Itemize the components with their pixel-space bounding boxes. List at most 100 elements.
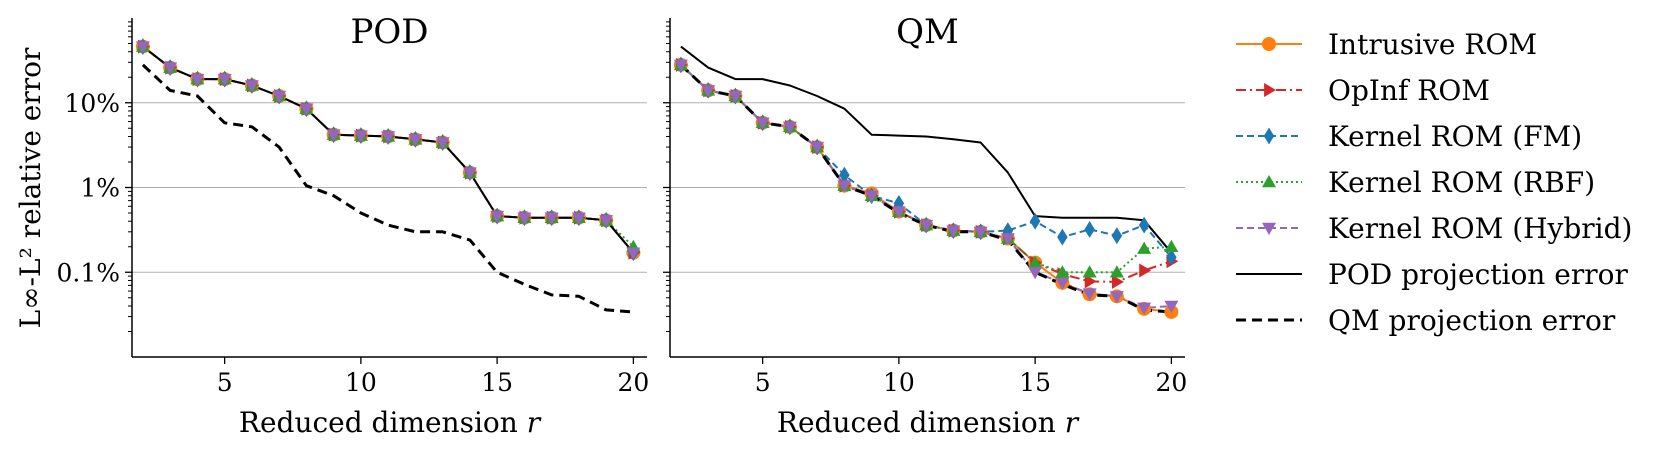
- qm-point-s4-10: [946, 225, 961, 238]
- qm-series-line-4: [680, 64, 1172, 309]
- pod-ytick-label-2: 10%: [64, 89, 120, 118]
- qm-series-line-1: [680, 64, 1172, 283]
- pod-point-s4-9: [381, 131, 396, 144]
- pod-point-s4-14: [517, 212, 532, 225]
- pod-series-line-6: [141, 63, 634, 314]
- legend-entry-4: Kernel ROM (Hybrid): [1236, 212, 1632, 245]
- qm-point-s1-17: [1139, 263, 1152, 278]
- pod-series-line-4: [142, 45, 635, 254]
- qm-point-s4-16: [1109, 291, 1124, 304]
- qm-point-s1-15: [1084, 274, 1097, 289]
- pod-point-s4-7: [326, 129, 341, 142]
- qm-point-s2-18: [1166, 248, 1177, 266]
- pod-series-line-3: [142, 45, 635, 248]
- pod-point-s4-4: [244, 80, 259, 93]
- pod-series-line-5: [142, 45, 635, 254]
- pod-point-s4-8: [353, 130, 368, 143]
- qm-point-s3-14: [1055, 265, 1070, 278]
- pod-point-s4-5: [272, 90, 287, 104]
- legend-label-3: Kernel ROM (RBF): [1328, 166, 1595, 199]
- qm-point-s4-8: [891, 206, 906, 219]
- qm-xtick-label-0: 5: [755, 368, 771, 397]
- qm-point-s2-13: [1029, 212, 1041, 230]
- legend-marker-4: [1262, 222, 1276, 235]
- legend-marker-0: [1262, 37, 1276, 51]
- pod-point-s4-3: [217, 73, 232, 87]
- legend-entry-1: OpInf ROM: [1236, 74, 1490, 107]
- qm-series-line-5: [680, 45, 1173, 254]
- pod-point-s4-18: [626, 247, 641, 260]
- qm-point-s4-14: [1055, 277, 1070, 290]
- pod-point-s4-1: [163, 62, 178, 75]
- qm-point-s4-4: [782, 121, 797, 134]
- qm-point-s4-7: [864, 190, 879, 203]
- pod-series-line-1: [142, 45, 635, 254]
- pod-point-s4-2: [190, 73, 205, 87]
- qm-point-s4-18: [1164, 300, 1179, 313]
- legend-entry-3: Kernel ROM (RBF): [1236, 166, 1595, 199]
- pod-xtick-label-3: 20: [617, 368, 649, 397]
- qm-point-s4-6: [837, 180, 852, 193]
- legend-marker-1: [1264, 83, 1276, 97]
- qm-xtick-label-3: 20: [1155, 368, 1187, 397]
- qm-point-s2-14: [1057, 228, 1068, 246]
- pod-point-s4-12: [462, 167, 477, 180]
- pod-ytick-label-0: 0.1%: [56, 258, 120, 287]
- qm-xtick-label-1: 10: [883, 368, 915, 397]
- legend-label-1: OpInf ROM: [1328, 74, 1490, 107]
- legend-label-0: Intrusive ROM: [1328, 28, 1537, 61]
- qm-point-s4-9: [919, 219, 934, 233]
- qm-point-s2-6: [839, 166, 850, 184]
- pod-point-s4-11: [435, 137, 450, 150]
- pod-point-s4-0: [135, 41, 150, 54]
- panel-qm: 5 10 15 20 Reduced dimension r QM: [663, 12, 1187, 439]
- legend-label-4: Kernel ROM (Hybrid): [1328, 212, 1632, 245]
- pod-point-s4-17: [599, 215, 614, 228]
- qm-point-s4-2: [728, 90, 743, 104]
- pod-panel-title: POD: [350, 12, 428, 52]
- pod-ytick-label-1: 1%: [80, 174, 120, 203]
- qm-point-s3-16: [1109, 265, 1124, 278]
- qm-point-s3-13: [1028, 255, 1043, 268]
- qm-point-s2-17: [1138, 216, 1150, 234]
- pod-series-line-2: [142, 45, 635, 254]
- pod-point-s4-15: [544, 212, 559, 225]
- qm-x-axis-title: Reduced dimension r: [777, 406, 1080, 439]
- pod-xtick-label-2: 15: [481, 368, 513, 397]
- legend-entry-6: QM projection error: [1236, 304, 1616, 337]
- qm-point-s2-8: [893, 194, 905, 212]
- y-axis-label-group: L∞-L² relative error: [14, 47, 47, 328]
- qm-point-s3-17: [1137, 241, 1152, 254]
- qm-point-s1-16: [1111, 274, 1124, 289]
- y-axis-title: L∞-L² relative error: [14, 47, 47, 328]
- qm-point-s4-11: [973, 226, 988, 239]
- qm-series-line-3: [680, 64, 1172, 274]
- qm-point-s4-17: [1137, 302, 1152, 315]
- qm-point-s4-0: [673, 59, 688, 72]
- pod-xtick-label-0: 5: [217, 368, 233, 397]
- pod-x-axis-title: Reduced dimension r: [239, 406, 542, 439]
- qm-point-s4-3: [755, 117, 770, 130]
- pod-series-line-0: [142, 45, 635, 254]
- qm-point-s4-1: [701, 85, 716, 98]
- legend-label-6: QM projection error: [1328, 304, 1616, 337]
- pod-point-s4-6: [299, 103, 314, 116]
- legend: Intrusive ROM OpInf ROM Kernel ROM (FM) Ker…: [1236, 28, 1632, 337]
- qm-panel-title: QM: [896, 12, 959, 52]
- qm-point-s3-18: [1164, 239, 1179, 252]
- qm-point-s2-16: [1111, 227, 1123, 245]
- legend-entry-0: Intrusive ROM: [1236, 28, 1537, 61]
- legend-label-2: Kernel ROM (FM): [1328, 120, 1582, 153]
- qm-point-s3-15: [1082, 265, 1097, 278]
- qm-xtick-label-2: 15: [1019, 368, 1051, 397]
- qm-point-s4-5: [810, 141, 825, 155]
- pod-xtick-label-1: 10: [345, 368, 377, 397]
- qm-point-s4-15: [1082, 288, 1097, 301]
- pod-point-s4-16: [571, 212, 586, 225]
- legend-label-5: POD projection error: [1328, 258, 1628, 291]
- qm-point-s4-13: [1028, 267, 1043, 280]
- qm-series-line-6: [679, 63, 1172, 314]
- qm-point-s2-15: [1084, 221, 1095, 238]
- legend-entry-5: POD projection error: [1236, 258, 1628, 291]
